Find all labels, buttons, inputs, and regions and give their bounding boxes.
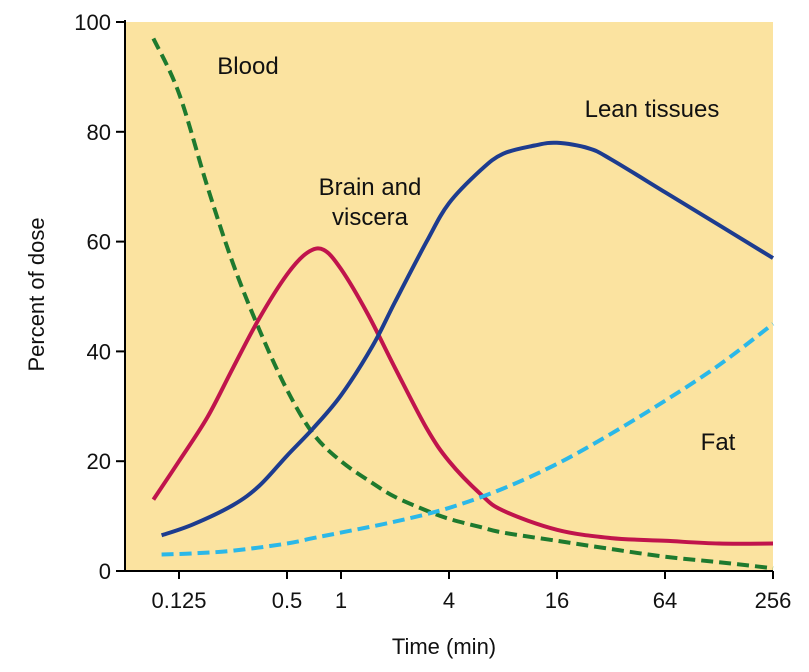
y-tick-label: 60 — [87, 230, 111, 255]
x-tick-label: 0.125 — [151, 588, 206, 613]
x-tick-label: 1 — [335, 588, 347, 613]
series-line-lean-tissues — [160, 140, 775, 538]
axes: 0 20 40 60 80 100 0.125 0.5 1 4 16 64 256 Time (min) P… — [24, 10, 791, 659]
series-label-line: Blood — [217, 53, 278, 80]
y-tick-label: 0 — [99, 559, 111, 584]
plot-background — [125, 22, 773, 571]
series-layer — [151, 37, 775, 571]
series-label-brain-and-viscera: Brain and viscera — [319, 174, 422, 231]
series-label-blood: Blood — [217, 53, 278, 80]
y-tick-label: 100 — [74, 10, 111, 35]
series-line-fat — [161, 322, 775, 557]
y-tick-label: 80 — [87, 120, 111, 145]
series-line-blood — [151, 37, 774, 571]
y-tick-label: 20 — [87, 449, 111, 474]
series-label-fat: Fat — [701, 429, 736, 456]
x-axis-title: Time (min) — [392, 634, 496, 659]
series-label-line: viscera — [332, 204, 409, 231]
x-tick-label: 16 — [545, 588, 569, 613]
series-labels: Blood Brain and viscera Lean tissues Fat — [217, 53, 735, 456]
x-tick-label: 0.5 — [272, 588, 303, 613]
series-line-brain-and-viscera — [151, 246, 774, 546]
x-tick-label: 256 — [755, 588, 792, 613]
y-tick-label: 40 — [87, 339, 111, 364]
series-label-lean-tissues: Lean tissues — [585, 96, 720, 123]
series-label-line: Fat — [701, 429, 736, 456]
x-tick-label: 64 — [653, 588, 677, 613]
series-label-line: Lean tissues — [585, 96, 720, 123]
y-axis-title: Percent of dose — [24, 217, 49, 371]
series-label-line: Brain and — [319, 174, 422, 201]
x-tick-label: 4 — [443, 588, 455, 613]
